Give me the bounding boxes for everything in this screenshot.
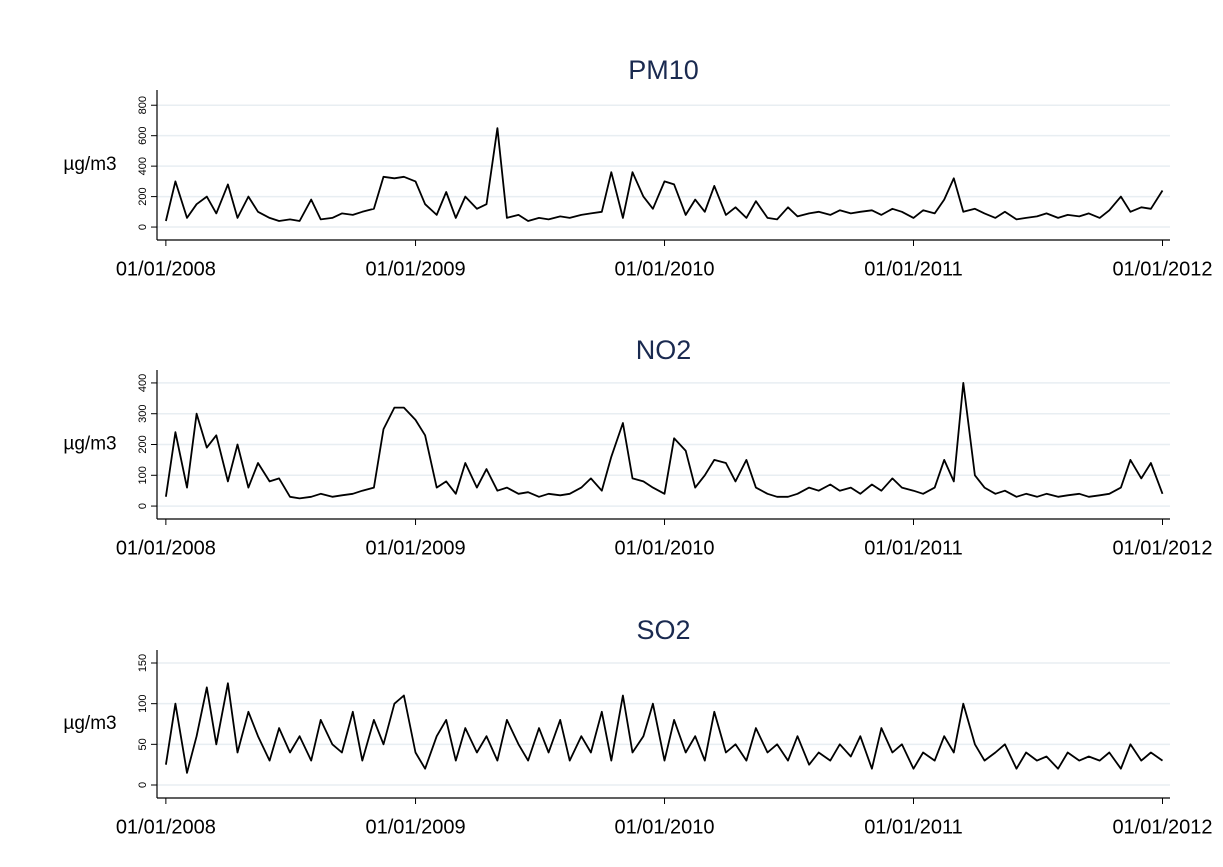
x-tick-label: 01/01/2009	[365, 816, 465, 838]
y-tick-label: 0	[137, 224, 149, 230]
y-tick-label: 200	[137, 435, 149, 453]
x-tick-label: 01/01/2011	[864, 816, 963, 838]
x-tick-label: 01/01/2010	[614, 816, 714, 838]
x-tick-label: 01/01/2011	[864, 258, 963, 280]
y-tick-label: 100	[137, 466, 149, 484]
data-line	[165, 682, 1164, 774]
y-tick-label: 600	[137, 127, 149, 145]
y-tick-label: 150	[137, 654, 149, 672]
y-tick-label: 300	[137, 405, 149, 423]
x-tick-label: 01/01/2009	[365, 537, 465, 559]
y-axis-label: µg/m3	[63, 713, 116, 734]
x-tick-label: 01/01/2011	[864, 537, 963, 559]
x-tick-label: 01/01/2012	[1112, 816, 1212, 838]
y-tick-label: 50	[137, 738, 149, 750]
y-axis-label: µg/m3	[63, 434, 116, 455]
y-tick-label: 800	[137, 96, 149, 114]
x-tick-label: 01/01/2012	[1112, 258, 1212, 280]
y-tick-label: 400	[137, 374, 149, 392]
x-tick-label: 01/01/2009	[365, 258, 465, 280]
panel-title: PM10	[628, 55, 699, 85]
x-tick-label: 01/01/2012	[1112, 537, 1212, 559]
y-tick-label: 200	[137, 187, 149, 205]
x-tick-label: 01/01/2010	[614, 537, 714, 559]
y-tick-label: 0	[137, 503, 149, 509]
y-tick-label: 400	[137, 157, 149, 175]
y-tick-label: 100	[137, 694, 149, 712]
panel-title: NO2	[636, 335, 692, 365]
y-tick-label: 0	[137, 782, 149, 788]
x-tick-label: 01/01/2010	[614, 258, 714, 280]
y-axis-label: µg/m3	[63, 154, 116, 175]
panel-title: SO2	[636, 615, 690, 645]
x-tick-label: 01/01/2008	[116, 258, 216, 280]
data-line	[165, 382, 1164, 500]
data-line	[165, 127, 1164, 222]
x-tick-label: 01/01/2008	[116, 816, 216, 838]
x-tick-label: 01/01/2008	[116, 537, 216, 559]
